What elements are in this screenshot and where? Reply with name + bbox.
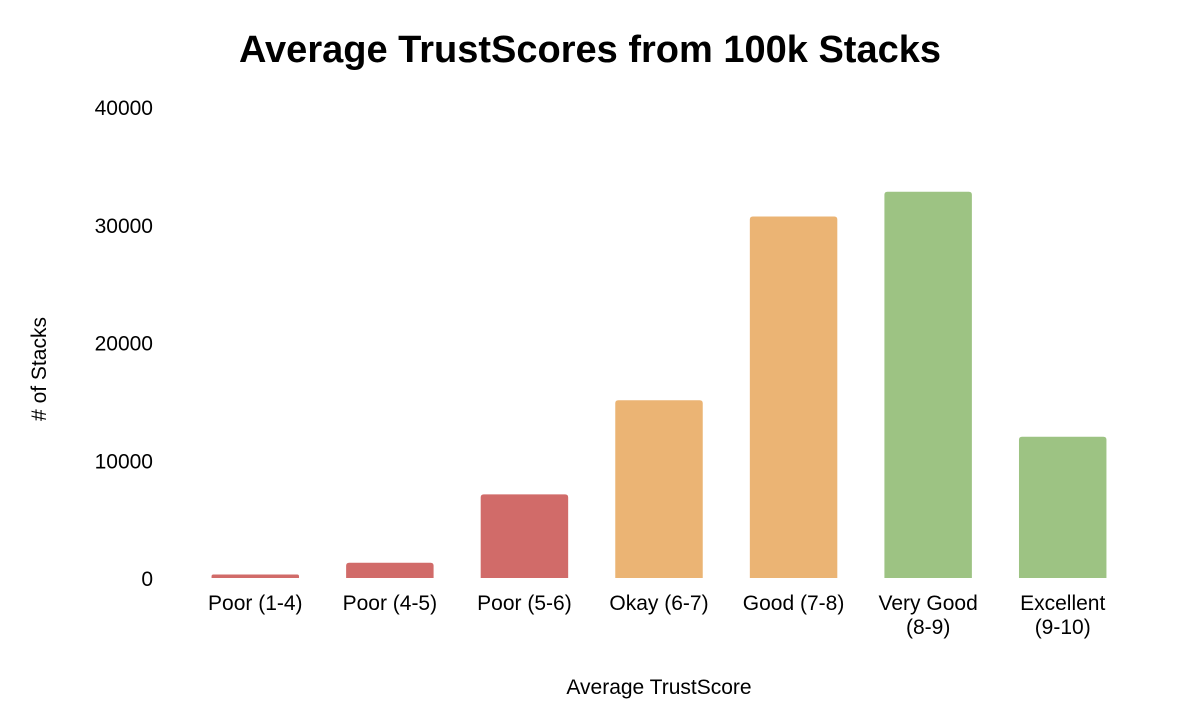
y-axis-label: # of Stacks [28,317,51,421]
y-tick-label: 10000 [95,450,153,473]
bar [884,191,972,578]
chart-title: Average TrustScores from 100k Stacks [239,29,941,71]
y-tick-label: 20000 [95,333,153,356]
bar [1018,436,1107,578]
x-tick-label: Poor (1-4) [208,592,303,615]
bar [211,574,300,578]
bar [346,562,434,578]
x-tick-label: Poor (4-5) [343,592,438,615]
bar [615,400,703,578]
x-tick-label: Okay (6-7) [609,592,708,615]
x-tick-label: Excellent (9-10) [1020,592,1105,639]
y-tick-label: 40000 [95,97,153,120]
x-axis-ticks: Poor (1-4) Poor (4-5) Poor (5-6) Okay (6-7)… [208,592,1105,639]
y-tick-label: 0 [141,568,153,591]
y-axis-ticks: 0 10000 20000 30000 40000 [95,97,153,591]
x-tick-label: Poor (5-6) [477,592,572,615]
bar [749,216,838,578]
bars [211,191,1107,578]
bar [480,494,569,578]
x-axis-label: Average TrustScore [566,676,751,699]
y-tick-label: 30000 [95,215,153,238]
x-tick-label: Very Good (8-9) [879,592,978,639]
x-tick-label: Good (7-8) [743,592,845,615]
